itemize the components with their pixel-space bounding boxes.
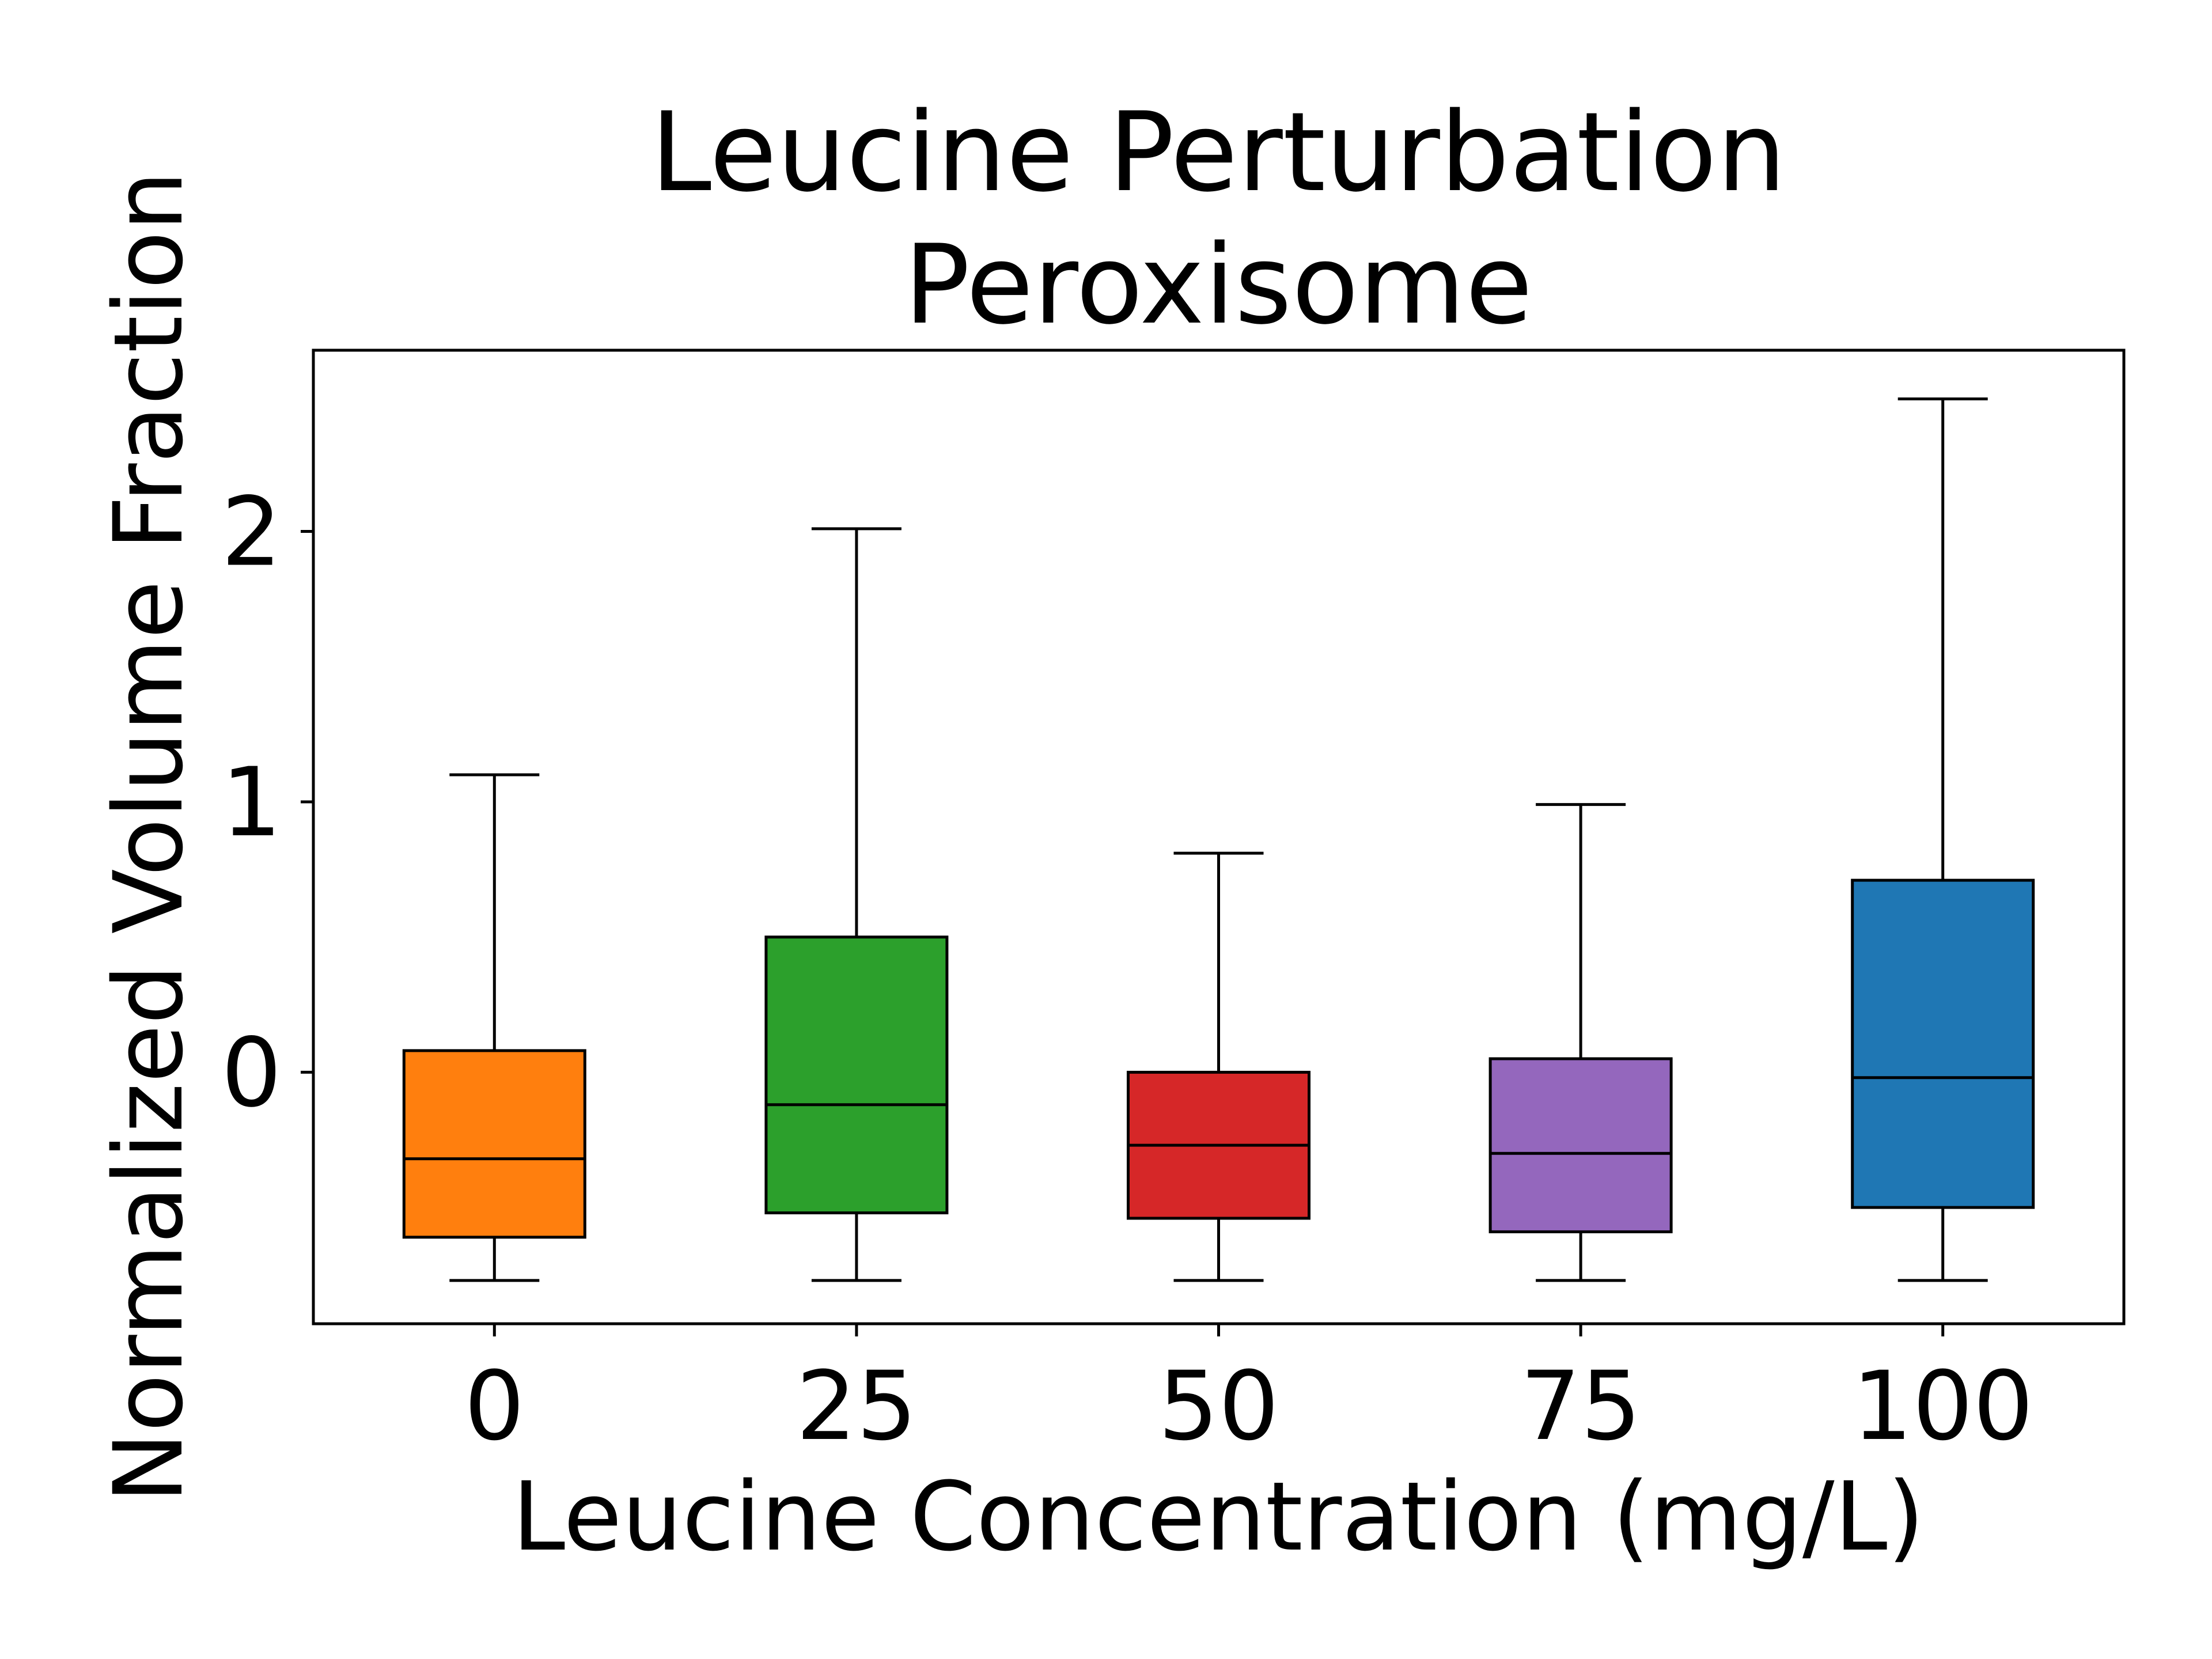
plot-area [402,397,2035,1282]
y-axis-ticks: 0 1 2 [221,477,313,1128]
box-group-25 [764,527,949,1282]
axes-frame [312,349,2126,1325]
x-axis-ticks: 0 25 50 75 100 [464,1324,2033,1461]
box-100 [1851,878,2035,1209]
box-group-100 [1851,397,2035,1282]
x-axis-label: Leucine Concentration (mg/L) [512,1461,1925,1572]
x-tick-label-75: 75 [1520,1351,1641,1461]
chart-title-line-1: Leucine Perturbation [650,89,1786,216]
y-tick-label-2: 2 [221,477,282,588]
box-group-75 [1488,803,1673,1282]
box-25 [764,935,949,1215]
x-tick-label-50: 50 [1158,1351,1279,1461]
box-75 [1488,1057,1673,1233]
chart-title-line-2: Peroxisome [904,221,1532,349]
box-group-0 [402,773,586,1282]
x-tick-label-100: 100 [1852,1351,2033,1461]
y-tick-label-1: 1 [221,747,282,858]
box-0 [402,1049,586,1239]
box-group-50 [1127,851,1310,1282]
x-tick-label-25: 25 [796,1351,917,1461]
y-tick-label-0: 0 [221,1017,282,1128]
y-axis-label: Normalized Volume Fraction [93,171,204,1503]
x-tick-label-0: 0 [464,1351,525,1461]
